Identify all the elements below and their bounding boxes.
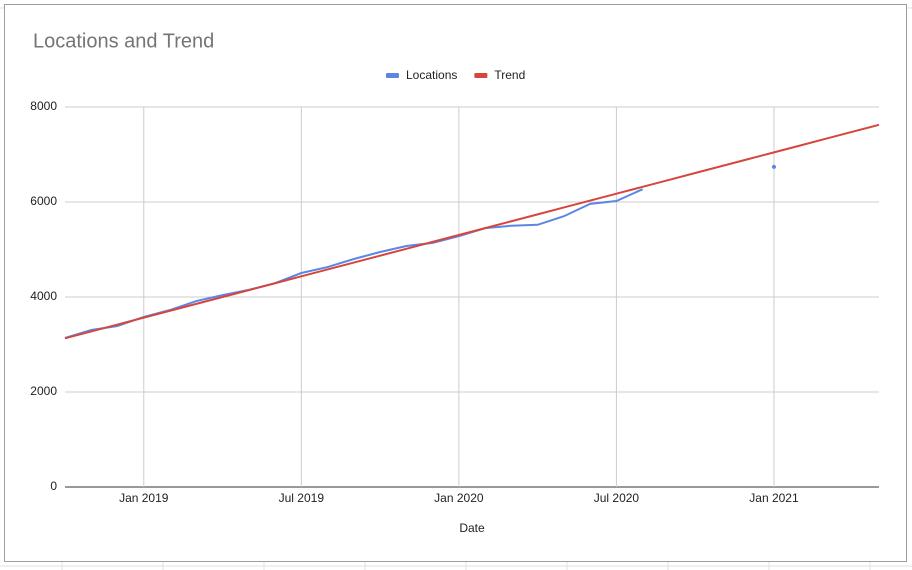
- x-axis-title: Date: [459, 521, 485, 535]
- x-tick-label: Jul 2019: [279, 491, 325, 505]
- chart-title: Locations and Trend: [33, 30, 214, 52]
- legend-label: Trend: [494, 68, 525, 82]
- legend-swatch: [386, 73, 399, 78]
- chart-frame: [4, 4, 907, 562]
- y-tick-label: 0: [50, 479, 57, 493]
- data-point: [771, 164, 776, 169]
- series-line: [64, 123, 880, 340]
- x-tick-label: Jan 2021: [749, 491, 799, 505]
- x-tick-label: Jan 2020: [434, 491, 484, 505]
- legend-label: Locations: [406, 68, 457, 82]
- y-tick-label: 8000: [30, 99, 57, 113]
- y-tick-label: 2000: [30, 384, 57, 398]
- x-tick-label: Jan 2019: [119, 491, 169, 505]
- legend-swatch: [474, 73, 488, 78]
- x-tick-label: Jul 2020: [594, 491, 640, 505]
- y-tick-label: 4000: [30, 289, 57, 303]
- y-tick-label: 6000: [30, 194, 57, 208]
